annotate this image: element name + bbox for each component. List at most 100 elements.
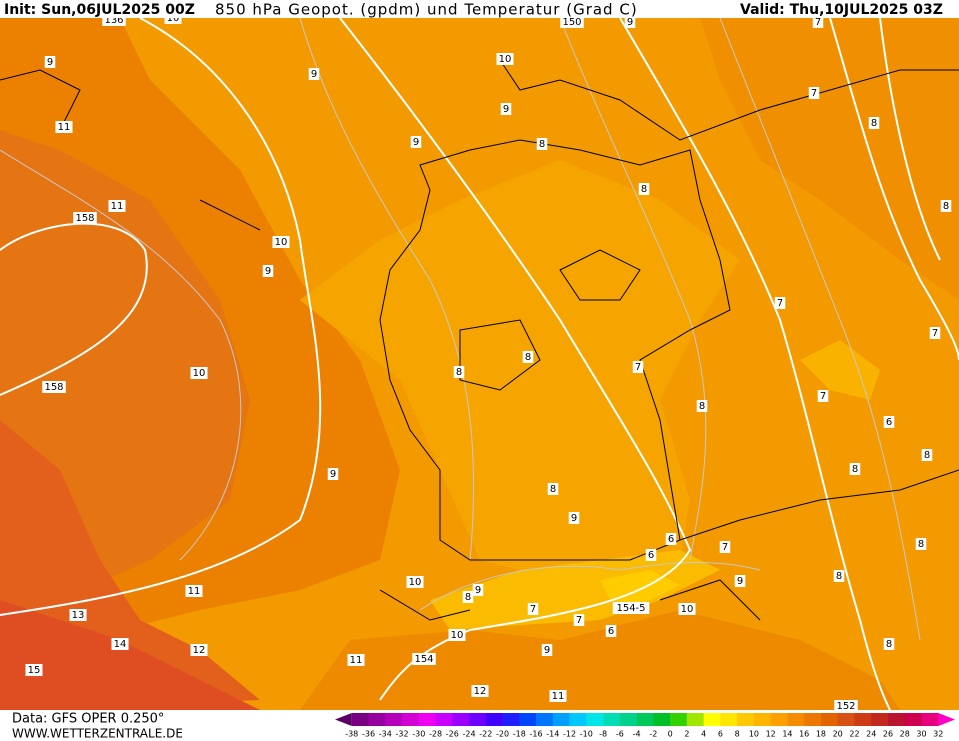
geopotential-lines [0,17,959,711]
contour-label: 10 [193,368,206,379]
contour-label: 9 [47,57,53,68]
contour-label-box [412,653,436,665]
contour-label: 11 [111,201,124,212]
colorbar-label: 24 [866,730,876,739]
contour-label: 8 [641,184,647,195]
isohypse [619,17,891,711]
contour-label-box [696,400,708,412]
contour-label: 12 [474,686,487,697]
isotherm [559,17,707,561]
contour-label-box [73,212,97,224]
temp-area [800,340,880,400]
colorbar-label: -6 [616,730,624,739]
colorbar-label: -12 [563,730,576,739]
contour-label-box [327,468,339,480]
colorbar-label: -8 [599,730,607,739]
isotherm [0,149,242,561]
contour-label: 12 [193,645,206,656]
contour-label: 150 [562,17,581,28]
contour-label: 8 [918,539,924,550]
colorbar-label: -22 [479,730,492,739]
map-field [0,18,959,710]
contour-label: 8 [550,484,556,495]
colorbar-label: -26 [446,730,459,739]
colorbar-swatch [552,713,570,726]
colorbar-label: -2 [649,730,657,739]
colorbar-label: 28 [900,730,910,739]
contour-label: 9 [737,576,743,587]
colorbar-arrow [938,713,955,726]
contour-label-box [190,644,208,656]
contour-label: 6 [886,417,892,428]
contour-label-box [812,16,824,28]
colorbar-label: -10 [580,730,593,739]
contour-label: 15 [28,665,41,676]
contour-label: 8 [836,571,842,582]
colorbar-swatch [519,713,537,726]
contour-label: 10 [499,54,512,65]
contour-label: 7 [722,542,728,553]
colorbar-label: 12 [766,730,776,739]
contour-label-box [406,576,424,588]
colorbar-swatch [820,713,839,726]
colorbar-swatch [670,713,688,726]
colorbar: -38 -36 -34 -32 -30 -28 -26 -24 -22 -20 -18 -16 -14-… [335,713,955,739]
coastline [0,59,959,231]
contour-label-box [921,449,933,461]
contour-label: 7 [777,298,783,309]
contour-label: 9 [475,585,481,596]
contour-label: 9 [311,69,317,80]
contour-label-box [940,200,952,212]
contour-label: 158 [44,382,63,393]
contour-label-box [547,483,559,495]
colorbar-swatch [569,713,587,726]
contour-label: 10 [451,630,464,641]
contour-label-box [645,549,657,561]
contour-label: 8 [456,367,462,378]
contour-label: 158 [75,213,94,224]
contour-label: 6 [648,550,654,561]
contour-label: 7 [932,328,938,339]
contour-label: 9 [330,469,336,480]
contour-label-box [111,638,129,650]
colorbar-label: 6 [718,730,723,739]
data-source: Data: GFS OPER 0.250° [12,712,164,727]
contour-label: 9 [503,104,509,115]
colorbar-label: 8 [735,730,740,739]
contour-label-box [108,200,126,212]
contour-label-box [808,87,820,99]
contour-label-box [849,463,861,475]
contour-label-box [190,367,208,379]
contour-label: 11 [552,691,565,702]
colorbar-swatch [536,713,554,726]
contour-label-box [272,236,290,248]
colorbar-label: -16 [530,730,543,739]
colorbar-swatch [351,713,369,726]
contour-label: 7 [820,391,826,402]
colorbar-label: -32 [395,730,408,739]
contour-label: 8 [539,139,545,150]
contour-label: 7 [811,88,817,99]
contour-label-box [448,629,466,641]
contour-label-box [522,351,534,363]
colorbar-swatch [904,713,922,726]
isohypse [0,17,322,616]
contour-label-box [410,136,422,148]
isohypse [879,17,941,261]
contour-label-box [25,664,43,676]
valid-time: Valid: Thu,10JUL2025 03Z [740,2,943,18]
colorbar-label: -14 [546,730,559,739]
contour-label-box [42,381,66,393]
contour-label: 9 [413,137,419,148]
colorbar-label: -20 [496,730,509,739]
contour-label-box [262,265,274,277]
contour-label: 14 [114,639,127,650]
colorbar-label: 4 [701,730,706,739]
colorbar-label: -30 [412,730,425,739]
colorbar-label: 0 [668,730,673,739]
contour-label-box [472,584,484,596]
colorbar-swatch [703,713,721,726]
contour-label-box [496,53,514,65]
contour-label-box [774,297,786,309]
colorbar-swatch [804,713,822,726]
